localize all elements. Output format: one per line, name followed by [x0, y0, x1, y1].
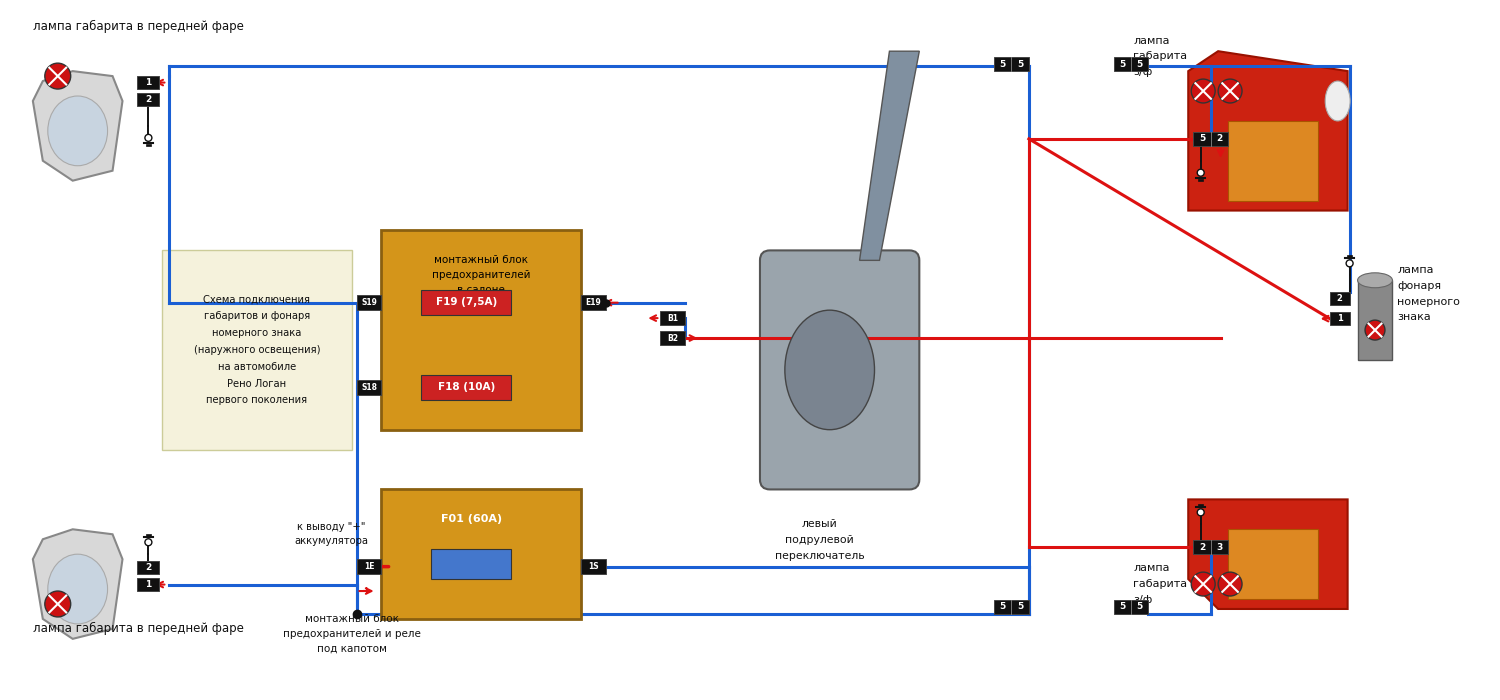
Polygon shape	[33, 71, 123, 181]
Circle shape	[45, 63, 70, 89]
Bar	[1329, 312, 1350, 325]
Text: лампа габарита в передней фаре: лампа габарита в передней фаре	[33, 622, 243, 636]
Text: 5: 5	[1017, 603, 1023, 612]
Bar	[580, 559, 606, 574]
Bar	[357, 295, 381, 310]
Text: монтажный блок
предохранителей
в салоне: монтажный блок предохранителей в салоне	[432, 256, 531, 295]
Circle shape	[146, 539, 152, 546]
Polygon shape	[1188, 51, 1347, 211]
Text: 5: 5	[1119, 60, 1125, 69]
Bar	[146, 144, 152, 146]
Bar	[422, 375, 512, 400]
Text: S18: S18	[362, 383, 376, 392]
Circle shape	[146, 134, 152, 141]
Text: левый
подрулевой
переключатель: левый подрулевой переключатель	[776, 519, 864, 561]
Polygon shape	[33, 529, 123, 639]
Text: F01 (60А): F01 (60А)	[441, 514, 501, 524]
Text: 1S: 1S	[588, 562, 598, 571]
Text: 5: 5	[1137, 603, 1143, 612]
Ellipse shape	[48, 96, 108, 166]
Text: 2: 2	[146, 563, 152, 572]
Bar	[1329, 292, 1350, 305]
FancyBboxPatch shape	[760, 251, 920, 489]
Text: 5: 5	[1137, 60, 1143, 69]
Circle shape	[1218, 572, 1242, 596]
Bar	[1113, 600, 1149, 614]
Polygon shape	[1228, 529, 1317, 599]
Text: 5: 5	[1198, 134, 1204, 144]
Text: 2: 2	[1216, 134, 1222, 144]
Circle shape	[1218, 79, 1242, 103]
Bar	[1192, 540, 1228, 554]
Circle shape	[1191, 79, 1215, 103]
Text: лампа
габарита
з/ф: лампа габарита з/ф	[1134, 36, 1188, 77]
Text: F19 (7,5А): F19 (7,5А)	[435, 298, 496, 307]
Circle shape	[1191, 572, 1215, 596]
Bar	[1358, 280, 1392, 360]
Text: 2: 2	[1198, 542, 1204, 552]
Bar	[994, 57, 1029, 71]
Text: монтажный блок
предохранителей и реле
под капотом: монтажный блок предохранителей и реле по…	[282, 614, 420, 654]
Bar	[994, 600, 1029, 614]
Text: 1: 1	[146, 580, 152, 589]
Text: +: +	[362, 586, 370, 596]
Text: 2: 2	[1336, 294, 1342, 303]
Text: 5: 5	[999, 60, 1006, 69]
Circle shape	[1197, 169, 1204, 176]
Bar	[1347, 255, 1352, 257]
Text: 1: 1	[146, 78, 152, 87]
Bar	[357, 559, 381, 574]
Bar	[1113, 57, 1149, 71]
Ellipse shape	[1324, 81, 1350, 121]
Text: 1: 1	[1336, 314, 1342, 323]
Text: лампа
габарита
з/ф: лампа габарита з/ф	[1134, 564, 1188, 605]
Text: лампа габарита в передней фаре: лампа габарита в передней фаре	[33, 20, 243, 33]
Bar	[422, 290, 512, 315]
Text: к выводу "+"
аккумулятора: к выводу "+" аккумулятора	[294, 522, 369, 546]
Bar	[138, 578, 159, 591]
Bar	[162, 251, 351, 449]
Circle shape	[1365, 320, 1384, 340]
Bar	[146, 534, 152, 536]
Ellipse shape	[48, 554, 108, 624]
Bar	[660, 312, 686, 325]
Text: Схема подключения
габаритов и фонаря
номерного знака
(наружного освещения)
на ав: Схема подключения габаритов и фонаря ном…	[194, 295, 320, 405]
Text: B1: B1	[668, 314, 678, 323]
Bar	[1198, 179, 1203, 181]
Polygon shape	[1188, 499, 1347, 609]
Bar	[1192, 132, 1228, 146]
Bar	[138, 76, 159, 89]
Text: 5: 5	[1017, 60, 1023, 69]
Ellipse shape	[1358, 273, 1392, 288]
Bar	[580, 295, 606, 310]
Bar	[660, 331, 686, 345]
Bar	[381, 489, 580, 619]
Circle shape	[45, 591, 70, 617]
Bar	[432, 550, 512, 579]
Text: 1E: 1E	[364, 562, 375, 571]
Text: 5: 5	[1119, 603, 1125, 612]
Bar	[381, 230, 580, 430]
Polygon shape	[1228, 121, 1317, 201]
Bar	[138, 561, 159, 574]
Bar	[1198, 504, 1203, 506]
Text: 5: 5	[999, 603, 1006, 612]
Polygon shape	[859, 51, 920, 260]
Circle shape	[1197, 509, 1204, 516]
Bar	[357, 380, 381, 395]
Bar	[138, 93, 159, 106]
Ellipse shape	[784, 310, 874, 430]
Text: 3: 3	[1216, 542, 1222, 552]
Text: E19: E19	[585, 298, 602, 307]
Text: лампа
фонаря
номерного
знака: лампа фонаря номерного знака	[1398, 265, 1461, 322]
Text: 2: 2	[146, 95, 152, 104]
Text: F18 (10А): F18 (10А)	[438, 382, 495, 392]
Text: S19: S19	[362, 298, 376, 307]
Text: B2: B2	[668, 333, 678, 342]
Circle shape	[1346, 260, 1353, 267]
